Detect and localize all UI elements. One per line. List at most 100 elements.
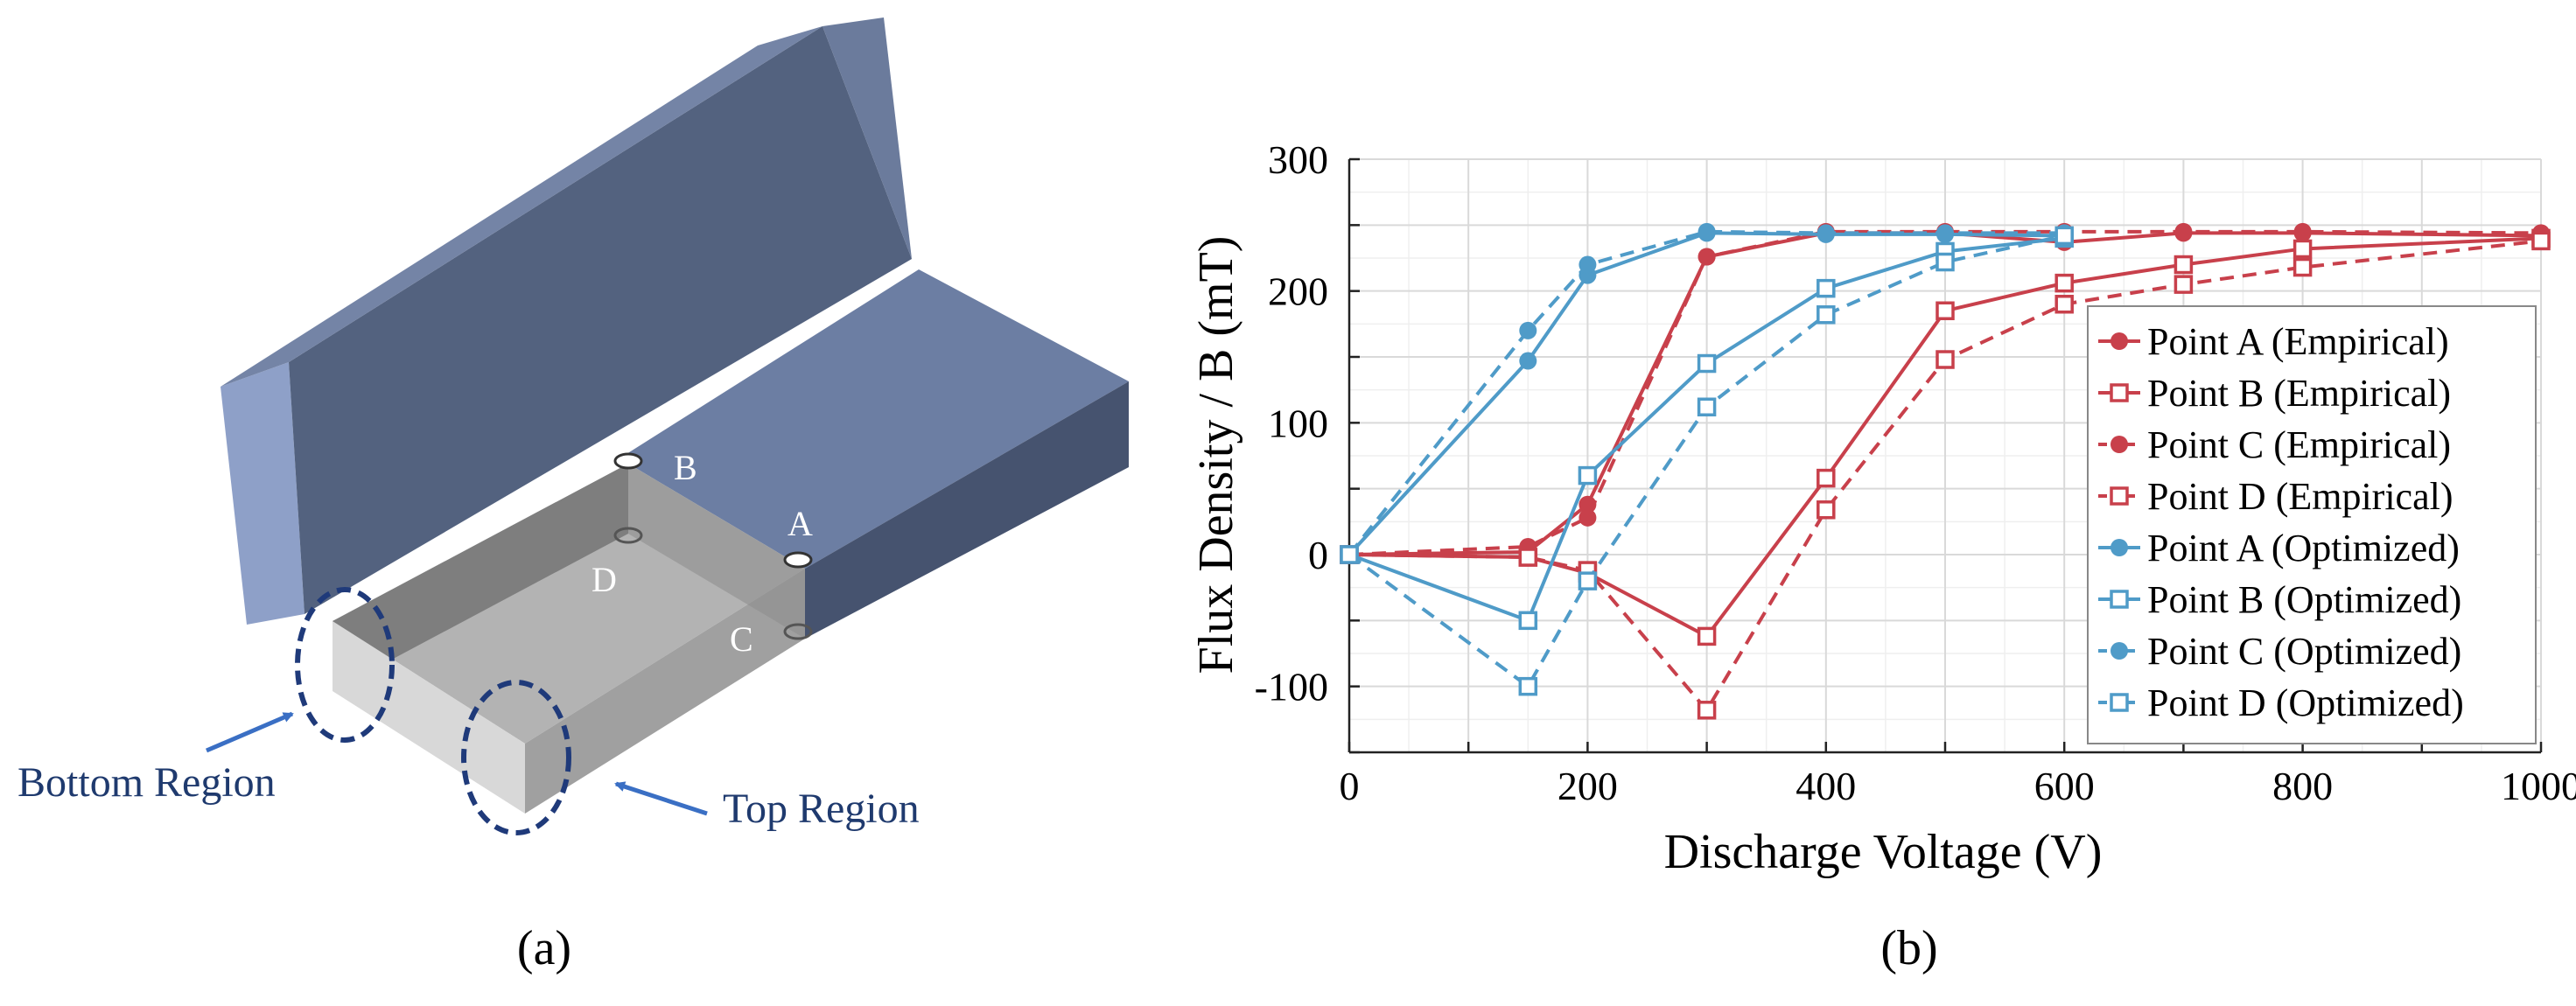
x-tick-label: 200: [1558, 764, 1618, 808]
data-point: [2054, 226, 2074, 246]
legend-box: [2087, 305, 2537, 744]
bottom-region-arrow: [206, 711, 294, 753]
data-point: [2174, 275, 2194, 294]
legend-label: Point A (Empirical): [2147, 320, 2449, 363]
channel-inner-wall: [332, 464, 628, 691]
legend-entry: Point C (Optimized): [2098, 630, 2461, 673]
legend-entry: Point B (Optimized): [2098, 578, 2461, 621]
data-point: [1518, 676, 1538, 696]
data-point: [2531, 231, 2551, 251]
top-region-arrow: [614, 781, 708, 816]
legend-label: Point D (Optimized): [2147, 681, 2464, 724]
right-block-front-face: [805, 381, 1129, 639]
y-tick-label: 300: [1268, 137, 1328, 182]
data-point: [2174, 255, 2194, 275]
top-region-ring: [461, 680, 571, 835]
legend-entry: Point A (Optimized): [2098, 527, 2460, 569]
back-wall-front-face: [289, 26, 912, 614]
legend-marker: [2110, 383, 2129, 402]
data-point: [1340, 545, 1359, 564]
data-point: [1936, 350, 1955, 369]
point-c-marker: [783, 623, 813, 640]
y-tick-label: 100: [1268, 401, 1328, 445]
right-block-top-face: [620, 269, 1129, 569]
data-point: [2292, 239, 2313, 259]
x-tick-label: 0: [1340, 764, 1360, 808]
legend-marker: [2110, 693, 2129, 712]
point-d-label: D: [592, 560, 617, 599]
data-point: [1816, 278, 1836, 298]
data-point: [1518, 548, 1538, 567]
legend-marker: [2110, 642, 2128, 660]
data-point: [1936, 252, 1955, 272]
data-point: [1816, 224, 1835, 242]
channel-left-wall: [332, 621, 525, 814]
y-tick-label: 200: [1268, 269, 1328, 314]
legend-entry: Point D (Empirical): [2098, 475, 2454, 518]
x-tick-label: 600: [2034, 764, 2095, 808]
bottom-region-label: Bottom Region: [18, 759, 276, 806]
channel-right-wall: [525, 569, 805, 814]
chart-legend: Point A (Empirical) Point B (Empirical) Po…: [2087, 305, 2537, 744]
back-wall-top-face: [220, 26, 822, 387]
legend-label: Point D (Empirical): [2147, 475, 2454, 518]
data-point: [2292, 257, 2313, 277]
bottom-region-ring: [295, 587, 395, 743]
x-axis-label: Discharge Voltage (V): [1664, 825, 2103, 879]
series-line: [1348, 239, 2542, 712]
data-point: [1578, 255, 1597, 274]
data-point: [1698, 248, 1716, 266]
point-b-marker: [613, 452, 643, 470]
data-point: [1698, 222, 1716, 241]
data-point: [1519, 352, 1537, 370]
chart-tick-labels: 0 200 400 600 800 1000 -100 0 100 200 300: [1255, 137, 2576, 808]
legend-label: Point A (Optimized): [2147, 527, 2460, 569]
data-point: [2054, 273, 2074, 293]
legend-marker: [2110, 332, 2128, 350]
x-tick-label: 800: [2272, 764, 2333, 808]
flux-density-chart: 0 200 400 600 800 1000 -100 0 100 200 300 Discharg…: [1189, 137, 2576, 879]
data-point: [1697, 701, 1717, 720]
channel-side-end: [628, 464, 805, 639]
x-tick-label: 400: [1796, 764, 1856, 808]
y-tick-label: 0: [1308, 533, 1328, 577]
legend-marker: [2110, 486, 2129, 506]
data-point: [2174, 222, 2193, 241]
legend-entry: Point C (Empirical): [2098, 423, 2451, 466]
back-wall-right-face: [822, 17, 912, 259]
data-point: [1936, 301, 1955, 321]
y-tick-label: -100: [1255, 665, 1328, 709]
point-a-marker: [783, 551, 813, 569]
data-point: [1578, 465, 1598, 486]
legend-label: Point C (Empirical): [2147, 423, 2451, 466]
panel-a-illustration: B A D C Bottom Region Top Region: [18, 17, 1129, 835]
legend-marker: [2110, 590, 2129, 609]
data-point: [1697, 626, 1717, 646]
data-point: [1816, 305, 1836, 325]
panel-a-caption: (a): [517, 921, 571, 975]
series-line: [1348, 229, 2542, 556]
data-point: [1816, 500, 1836, 520]
legend-entry: Point D (Optimized): [2098, 681, 2464, 724]
data-point: [2293, 222, 2312, 241]
back-wall-left-face: [220, 362, 304, 625]
data-point: [1578, 571, 1598, 590]
point-a-label: A: [788, 504, 813, 543]
data-point: [1697, 397, 1717, 417]
data-point: [1697, 353, 1717, 374]
legend-entry: Point A (Empirical): [2098, 320, 2449, 363]
data-point: [1519, 321, 1537, 339]
legend-marker: [2110, 436, 2128, 453]
legend-entry: Point B (Empirical): [2098, 372, 2451, 415]
data-point: [1518, 611, 1538, 631]
legend-label: Point B (Optimized): [2147, 578, 2461, 621]
chart-series: [1340, 222, 2551, 720]
point-d-marker: [613, 527, 643, 544]
legend-marker: [2110, 539, 2128, 556]
point-b-label: B: [674, 448, 697, 487]
legend-label: Point C (Optimized): [2147, 630, 2461, 673]
series-8: [1340, 226, 2074, 696]
point-c-label: C: [730, 619, 753, 659]
data-point: [1816, 468, 1836, 488]
